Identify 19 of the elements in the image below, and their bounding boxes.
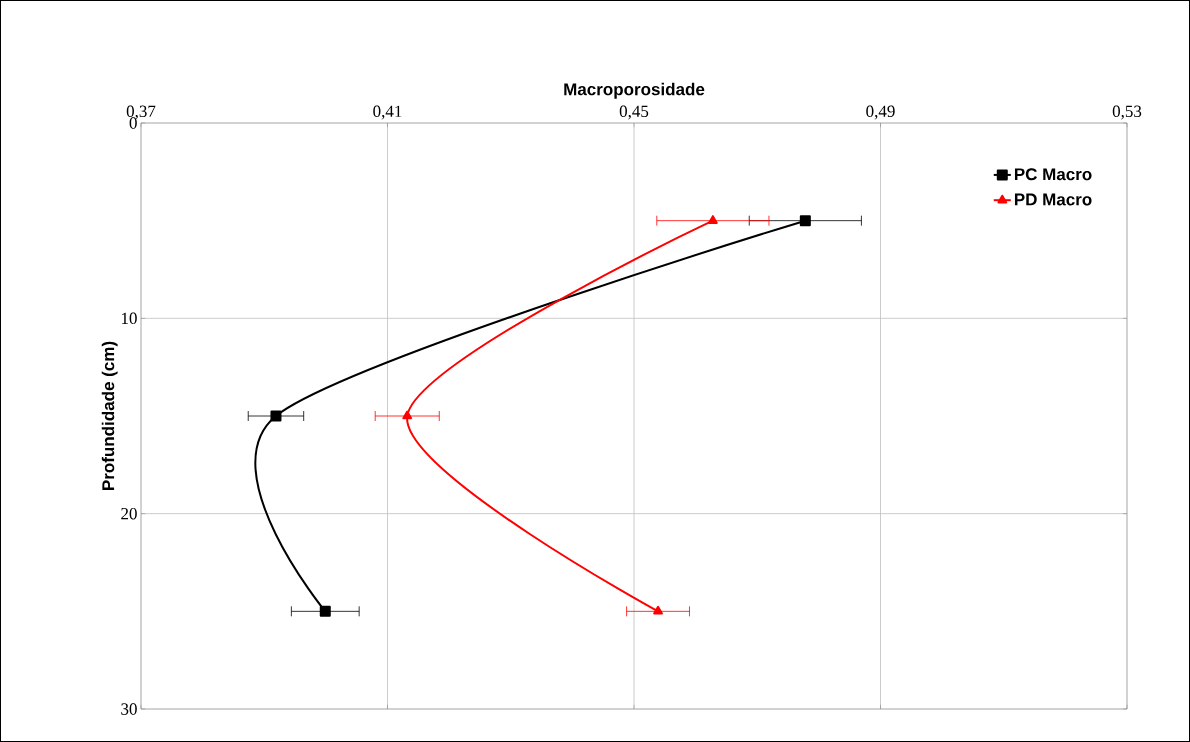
y-tick-label: 10 bbox=[121, 312, 137, 325]
x-tick-label: 0,49 bbox=[866, 105, 895, 120]
point bbox=[270, 410, 282, 422]
point bbox=[707, 215, 718, 224]
x-tick-label: 0,41 bbox=[373, 105, 402, 120]
x-tick-label: 0,37 bbox=[126, 105, 156, 120]
legend-label: PD Macro bbox=[1014, 193, 1092, 206]
x-tick-label: 0,53 bbox=[1112, 105, 1142, 120]
x-tick-label: 0,45 bbox=[619, 105, 649, 120]
y-axis-title: Profundidade (cm) bbox=[101, 341, 118, 490]
x-axis-title: Macroporosidade bbox=[564, 82, 705, 99]
y-tick-label: 0 bbox=[129, 117, 137, 129]
point bbox=[319, 605, 331, 617]
legend-label: PC Macro bbox=[1014, 168, 1092, 181]
point bbox=[799, 215, 811, 227]
point bbox=[402, 410, 413, 420]
y-tick-label: 30 bbox=[121, 703, 137, 715]
y-tick-label: 20 bbox=[121, 507, 137, 520]
point bbox=[653, 605, 663, 615]
